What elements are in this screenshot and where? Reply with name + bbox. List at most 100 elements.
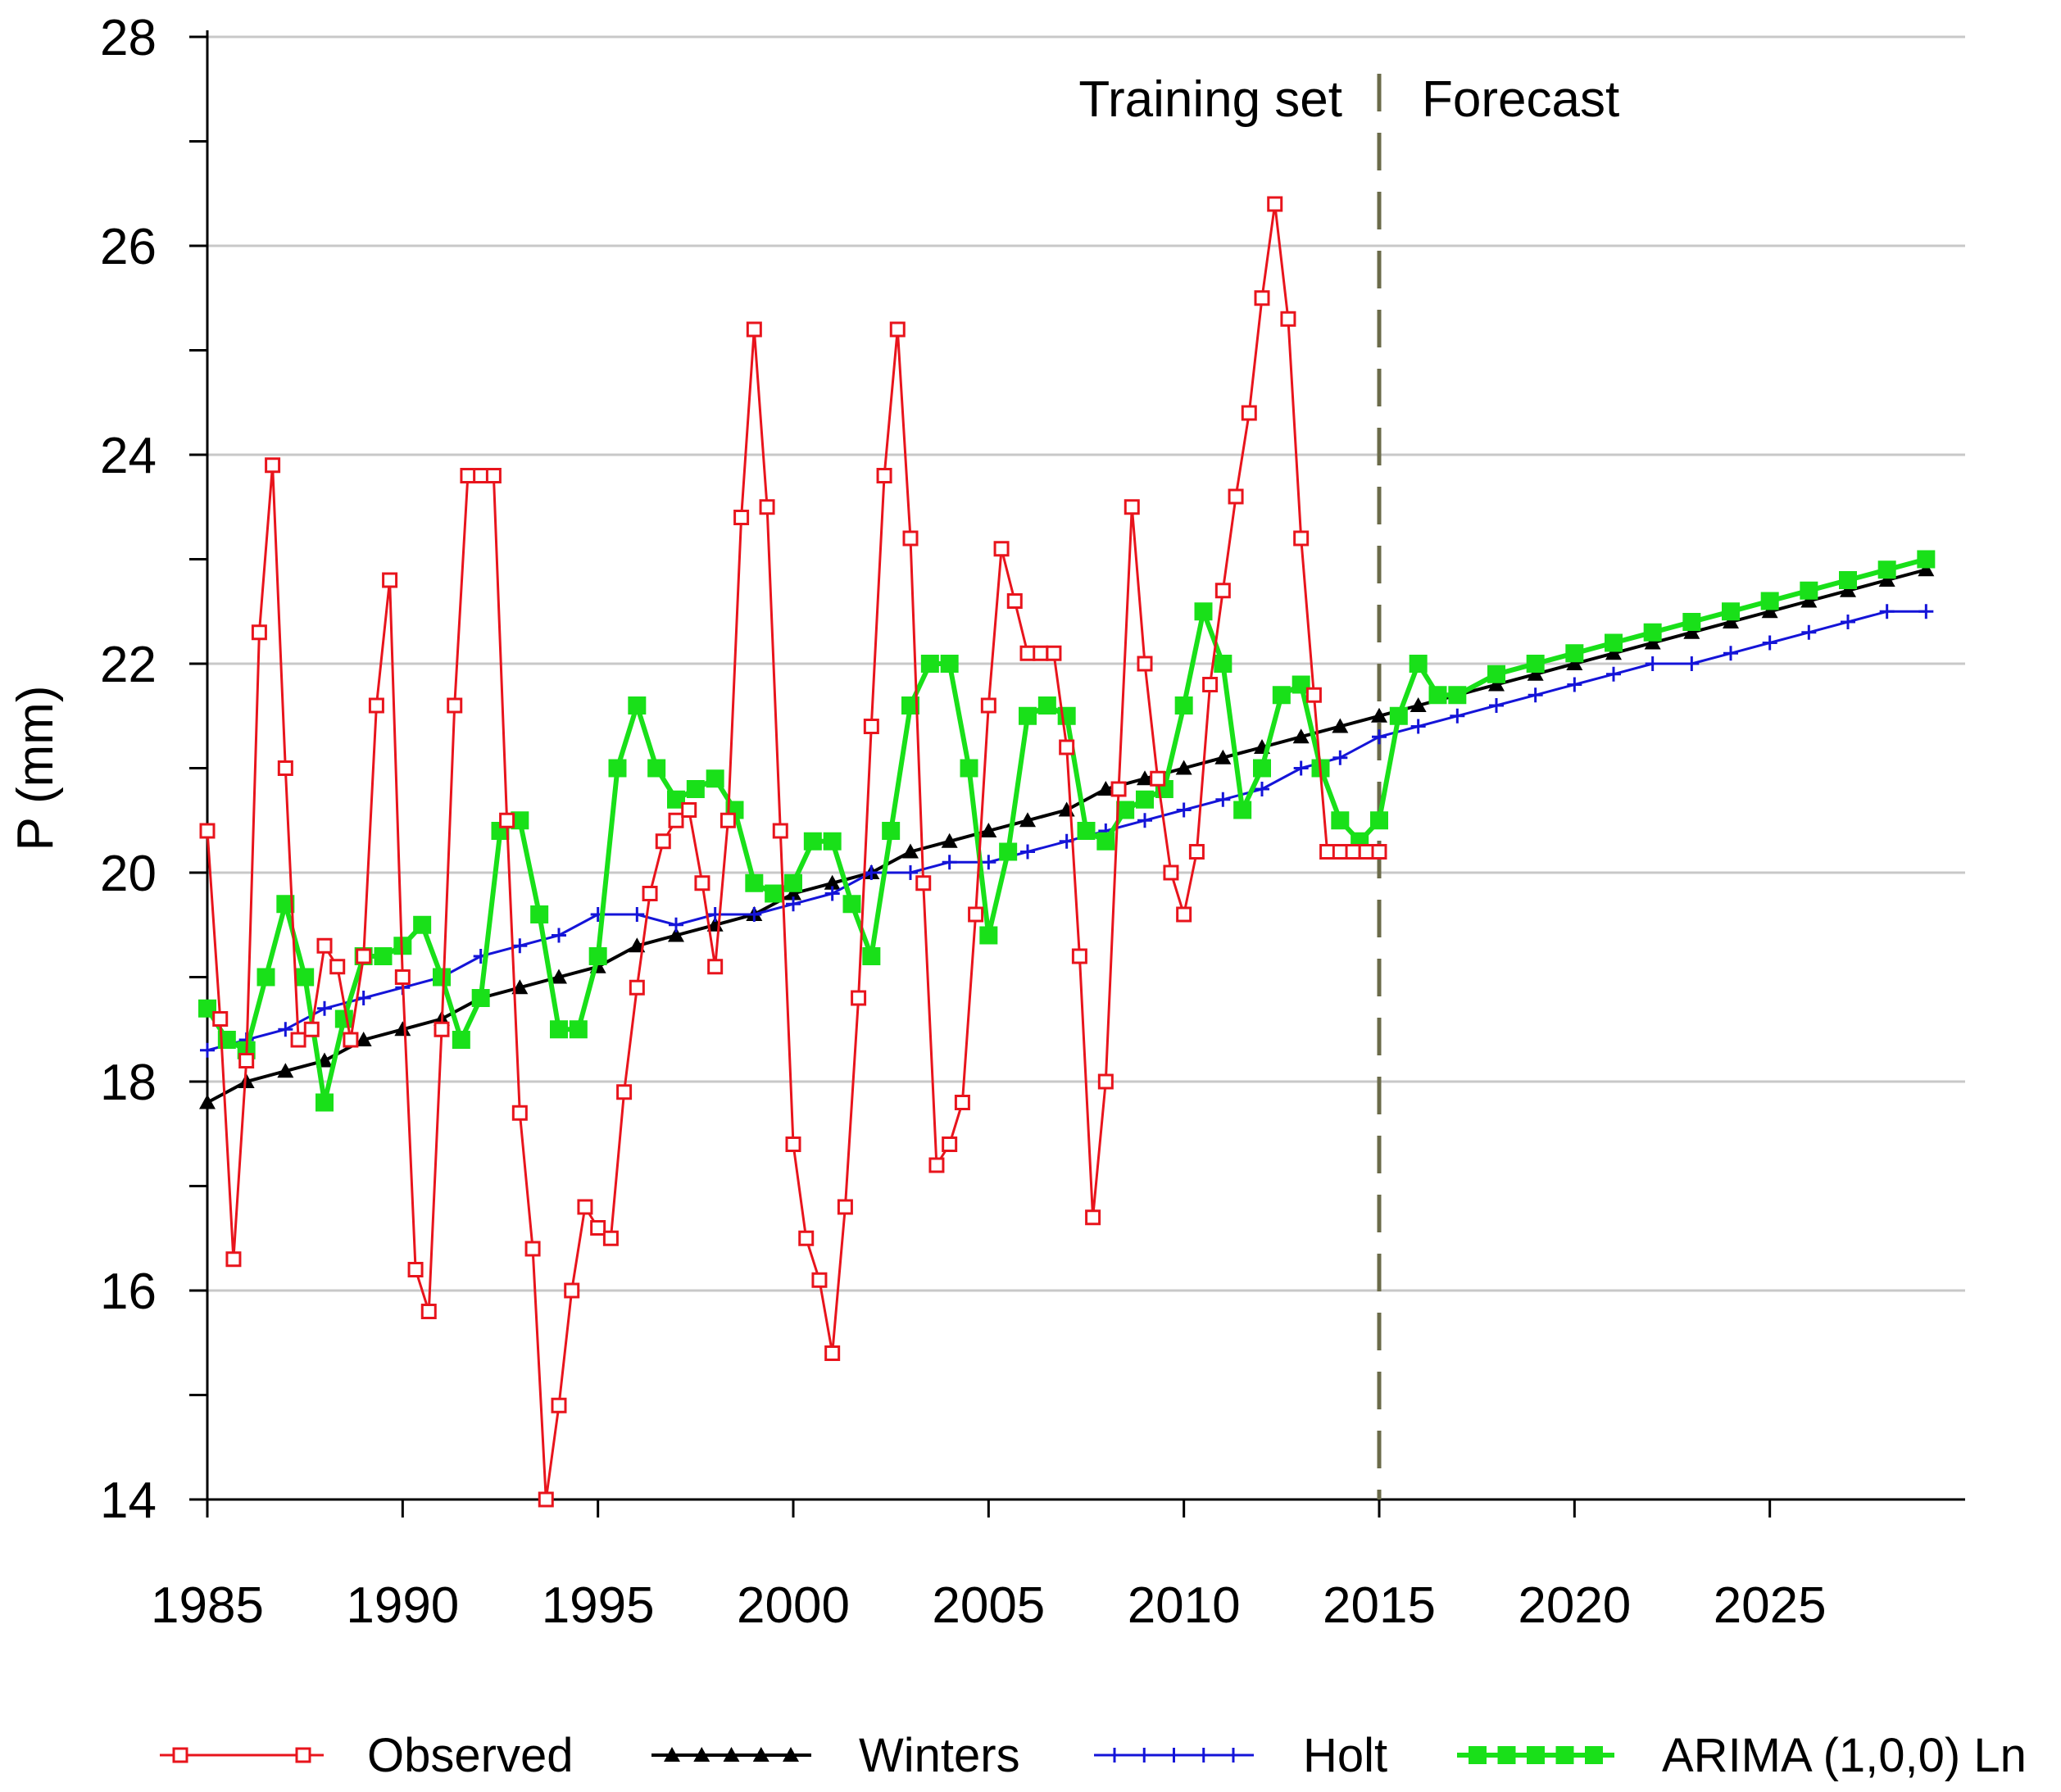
data-point-winters	[1566, 656, 1583, 670]
legend-label-winters: Winters	[859, 1729, 1020, 1782]
data-point-arima-1-0-0-ln	[1800, 581, 1818, 600]
data-point-winters	[1292, 728, 1310, 744]
data-point-arima-1-0-0-ln	[198, 999, 216, 1018]
data-point-holt	[1567, 677, 1582, 692]
data-point-observed	[837, 1199, 853, 1215]
data-point-winters	[902, 843, 919, 859]
data-point-observed	[199, 823, 216, 839]
legend-marker-holt	[1137, 1748, 1152, 1763]
data-point-observed	[1006, 593, 1023, 609]
data-point-holt	[1293, 760, 1309, 776]
data-point-observed	[460, 468, 476, 483]
data-point-winters	[1683, 624, 1700, 639]
data-point-winters	[355, 1032, 372, 1046]
data-point-winters	[1918, 561, 1935, 577]
data-point-observed	[1188, 844, 1205, 860]
data-point-holt	[356, 991, 371, 1005]
data-point-observed	[1110, 781, 1127, 797]
data-point-observed	[551, 1397, 567, 1413]
data-point-observed	[225, 1251, 242, 1268]
data-point-arima-1-0-0-ln	[471, 989, 490, 1007]
data-point-arima-1-0-0-ln	[1136, 790, 1154, 809]
data-point-holt	[824, 886, 840, 901]
data-point-holt	[981, 855, 996, 870]
series-line-arima-1-0-0-ln	[205, 556, 1927, 1105]
data-point-observed	[759, 499, 775, 515]
data-point-observed	[851, 990, 867, 1006]
data-point-observed	[1163, 864, 1179, 881]
legend-marker-arima-1-0-0-ln	[1527, 1746, 1545, 1764]
data-point-arima-1-0-0-ln	[1428, 686, 1447, 705]
data-point-holt	[1137, 813, 1152, 828]
data-point-arima-1-0-0-ln	[530, 905, 549, 923]
data-point-observed	[590, 1220, 606, 1236]
data-point-arima-1-0-0-ln	[1722, 602, 1740, 621]
data-point-arima-1-0-0-ln	[960, 759, 978, 778]
data-point-observed	[1293, 530, 1310, 547]
data-point-observed	[290, 1032, 306, 1048]
data-point-arima-1-0-0-ln	[1643, 623, 1662, 642]
x-tick-label-1985: 1985	[151, 1577, 264, 1634]
data-point-winters	[1840, 582, 1856, 597]
series-arima-1-0-0-ln	[198, 550, 1936, 1112]
data-point-arima-1-0-0-ln	[862, 947, 881, 965]
legend-marker-holt	[1166, 1748, 1182, 1763]
x-tick-label-2000: 2000	[737, 1577, 850, 1634]
data-point-observed	[1358, 844, 1374, 860]
series-layer	[198, 196, 1936, 1508]
series-line-holt	[207, 610, 1927, 1052]
y-tick-label-16: 16	[100, 1263, 157, 1320]
data-point-arima-1-0-0-ln	[882, 822, 901, 840]
y-ticks: 14 16 18 20 22 24 26 28	[100, 10, 207, 1529]
data-point-winters	[277, 1063, 294, 1078]
data-point-arima-1-0-0-ln	[334, 1009, 353, 1028]
data-point-observed	[1345, 844, 1361, 860]
data-point-arima-1-0-0-ln	[647, 759, 666, 778]
data-point-winters	[1527, 665, 1544, 681]
data-point-holt	[1489, 698, 1504, 713]
data-point-observed	[394, 969, 411, 985]
data-point-holt	[1372, 729, 1387, 745]
data-point-holt	[317, 1000, 332, 1016]
data-point-observed	[1267, 196, 1283, 212]
legend-marker-winters	[783, 1747, 799, 1762]
data-point-arima-1-0-0-ln	[1370, 811, 1388, 830]
data-point-arima-1-0-0-ln	[316, 1093, 334, 1112]
data-point-observed	[407, 1262, 424, 1277]
data-point-observed	[1019, 645, 1036, 661]
legend-marker-arima-1-0-0-ln	[1555, 1746, 1574, 1764]
data-point-winters	[1878, 572, 1895, 587]
data-point-observed	[942, 1136, 958, 1152]
y-tick-label-18: 18	[100, 1055, 157, 1111]
data-point-observed	[968, 906, 984, 923]
x-tick-label-1995: 1995	[542, 1577, 655, 1634]
legend-marker-holt	[1196, 1748, 1211, 1763]
data-point-arima-1-0-0-ln	[433, 968, 451, 987]
data-point-winters	[511, 979, 529, 995]
data-point-winters	[941, 832, 958, 848]
data-point-observed	[733, 510, 750, 525]
data-point-observed	[420, 1304, 437, 1319]
data-point-arima-1-0-0-ln	[1037, 696, 1056, 715]
data-point-observed	[499, 812, 515, 828]
data-point-arima-1-0-0-ln	[784, 873, 802, 892]
legend-marker-winters	[664, 1747, 680, 1762]
data-point-holt	[1020, 844, 1035, 860]
data-point-holt	[1410, 719, 1426, 734]
data-point-arima-1-0-0-ln	[940, 655, 959, 673]
data-point-arima-1-0-0-ln	[413, 915, 432, 934]
data-point-holt	[552, 928, 566, 943]
data-point-winters	[1488, 676, 1505, 692]
data-point-holt	[1332, 750, 1348, 765]
data-point-observed	[447, 697, 463, 714]
data-point-observed	[889, 321, 906, 338]
legend-marker-arima-1-0-0-ln	[1469, 1746, 1487, 1764]
data-point-holt	[1918, 604, 1934, 619]
data-point-arima-1-0-0-ln	[1077, 822, 1096, 840]
data-point-observed	[564, 1282, 580, 1299]
data-point-arima-1-0-0-ln	[374, 947, 393, 965]
data-point-holt	[1645, 656, 1660, 671]
data-point-observed	[655, 833, 671, 850]
data-point-arima-1-0-0-ln	[745, 873, 764, 892]
